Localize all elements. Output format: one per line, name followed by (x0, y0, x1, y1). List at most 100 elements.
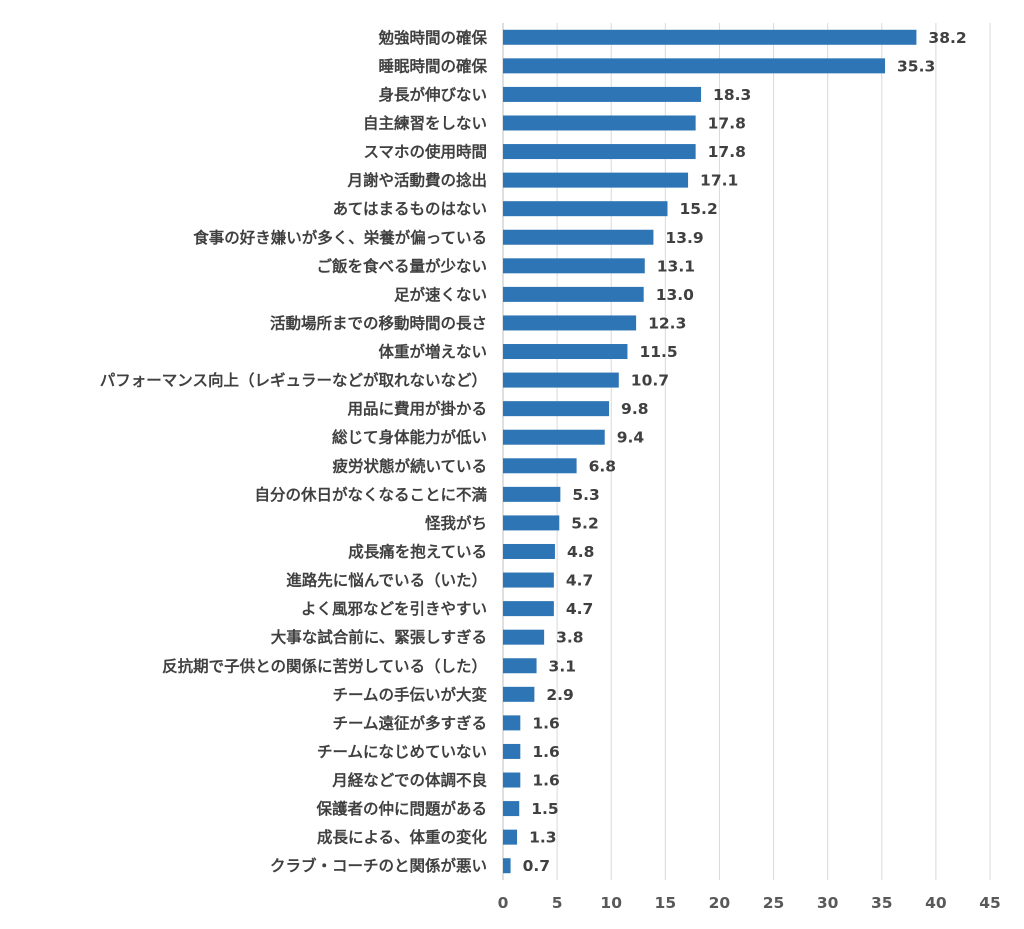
bar (503, 743, 521, 759)
category-label: 食事の好き嫌いが多く、栄養が偏っている (192, 228, 487, 247)
category-label: スマホの使用時間 (363, 142, 487, 161)
bar (503, 658, 537, 674)
bar (503, 486, 561, 502)
data-label: 1.6 (532, 772, 559, 790)
bar (503, 115, 696, 131)
category-label: ご飯を食べる量が少ない (316, 256, 487, 275)
bar (503, 515, 560, 531)
category-label: チームになじめていない (317, 743, 487, 761)
category-label: パフォーマンス向上（レギュラーなどが取れないなど） (100, 371, 487, 390)
category-label: 成長痛を抱えている (348, 542, 487, 561)
x-tick-label: 30 (817, 894, 839, 912)
data-label: 13.1 (657, 257, 695, 275)
data-label: 38.2 (928, 29, 966, 47)
category-label: チームの手伝いが大変 (332, 685, 487, 704)
category-label: チーム遠征が多すぎる (332, 713, 487, 732)
data-label: 17.1 (700, 172, 738, 190)
category-label: 反抗期で子供との関係に苦労している（した） (162, 656, 487, 675)
x-tick-label: 5 (552, 894, 563, 912)
bar (503, 429, 605, 445)
data-label: 1.3 (529, 829, 556, 847)
bar (503, 86, 702, 102)
value-labels: 38.2 35.3 18.3 17.8 17.8 17.1 15.2 13.9 13.1 13.0… (523, 29, 967, 875)
category-label: 身長が伸びない (378, 85, 487, 104)
data-label: 12.3 (648, 314, 686, 332)
category-label: 怪我がち (425, 513, 487, 532)
bar (503, 629, 545, 645)
data-label: 1.6 (532, 743, 559, 761)
bar (503, 58, 886, 74)
x-tick-label: 35 (871, 894, 893, 912)
category-label: 月謝や活動費の捻出 (346, 171, 487, 190)
bar (503, 286, 644, 302)
bar (503, 829, 518, 845)
bars (503, 29, 917, 874)
category-label: 足が速くない (394, 285, 487, 304)
bar (503, 458, 577, 474)
category-label: 用品に費用が掛かる (347, 399, 487, 418)
category-label: クラブ・コーチのと関係が悪い (270, 856, 487, 875)
gridlines (502, 23, 991, 880)
data-label: 9.8 (621, 400, 648, 418)
bar (503, 229, 654, 245)
data-label: 15.2 (679, 200, 717, 218)
x-axis-ticks: 0 5 10 15 20 25 30 35 40 45 (498, 894, 1001, 912)
data-label: 6.8 (589, 457, 616, 475)
category-label: 保護者の仲に問題がある (315, 799, 487, 818)
bar (503, 315, 637, 331)
data-label: 5.3 (572, 486, 599, 504)
category-label: 疲労状態が続いている (332, 456, 487, 475)
category-label: 活動場所までの移動時間の長さ (270, 313, 487, 332)
bar (503, 772, 521, 788)
category-label: 月経などでの体調不良 (331, 771, 487, 790)
data-label: 3.8 (556, 629, 583, 647)
data-label: 4.7 (566, 572, 593, 590)
data-label: 2.9 (546, 686, 573, 704)
bar (503, 258, 645, 274)
x-tick-label: 10 (600, 894, 622, 912)
bar (503, 172, 689, 188)
x-tick-label: 20 (709, 894, 731, 912)
category-labels: 勉強時間の確保睡眠時間の確保身長が伸びない自主練習をしないスマホの使用時間月謝や… (100, 28, 488, 875)
data-label: 0.7 (523, 857, 550, 875)
bar (503, 201, 668, 217)
data-label: 9.4 (617, 429, 645, 447)
x-tick-label: 40 (925, 894, 947, 912)
bar (503, 801, 520, 817)
data-label: 17.8 (708, 114, 746, 132)
bar (503, 601, 554, 617)
x-tick-label: 25 (763, 894, 785, 912)
data-label: 13.0 (656, 286, 694, 304)
category-label: 自分の休日がなくなることに不満 (254, 485, 487, 504)
data-label: 13.9 (665, 229, 703, 247)
bar (503, 715, 521, 731)
category-label: あてはまるものはない (333, 200, 487, 218)
data-label: 17.8 (708, 143, 746, 161)
bar (503, 144, 696, 160)
bar (503, 29, 917, 45)
bar (503, 344, 628, 360)
bar (503, 572, 554, 588)
data-label: 10.7 (631, 372, 669, 390)
data-label: 18.3 (713, 86, 751, 104)
data-label: 1.6 (532, 714, 559, 732)
bar (503, 372, 619, 388)
category-label: よく風邪などを引きやすい (301, 600, 487, 618)
category-label: 自主練習をしない (363, 113, 487, 132)
x-tick-label: 15 (655, 894, 677, 912)
category-label: 勉強時間の確保 (377, 28, 487, 47)
data-label: 5.2 (571, 514, 598, 532)
category-label: 進路先に悩んでいる（いた） (286, 571, 487, 590)
x-tick-label: 0 (498, 894, 509, 912)
data-label: 4.7 (566, 600, 593, 618)
category-label: 成長による、体重の変化 (317, 828, 488, 847)
category-label: 総じて身体能力が低い (332, 428, 487, 447)
data-label: 1.5 (531, 800, 558, 818)
bar (503, 401, 610, 417)
data-label: 4.8 (567, 543, 594, 561)
data-label: 11.5 (639, 343, 677, 361)
category-label: 睡眠時間の確保 (378, 56, 487, 75)
category-label: 体重が増えない (378, 342, 487, 361)
